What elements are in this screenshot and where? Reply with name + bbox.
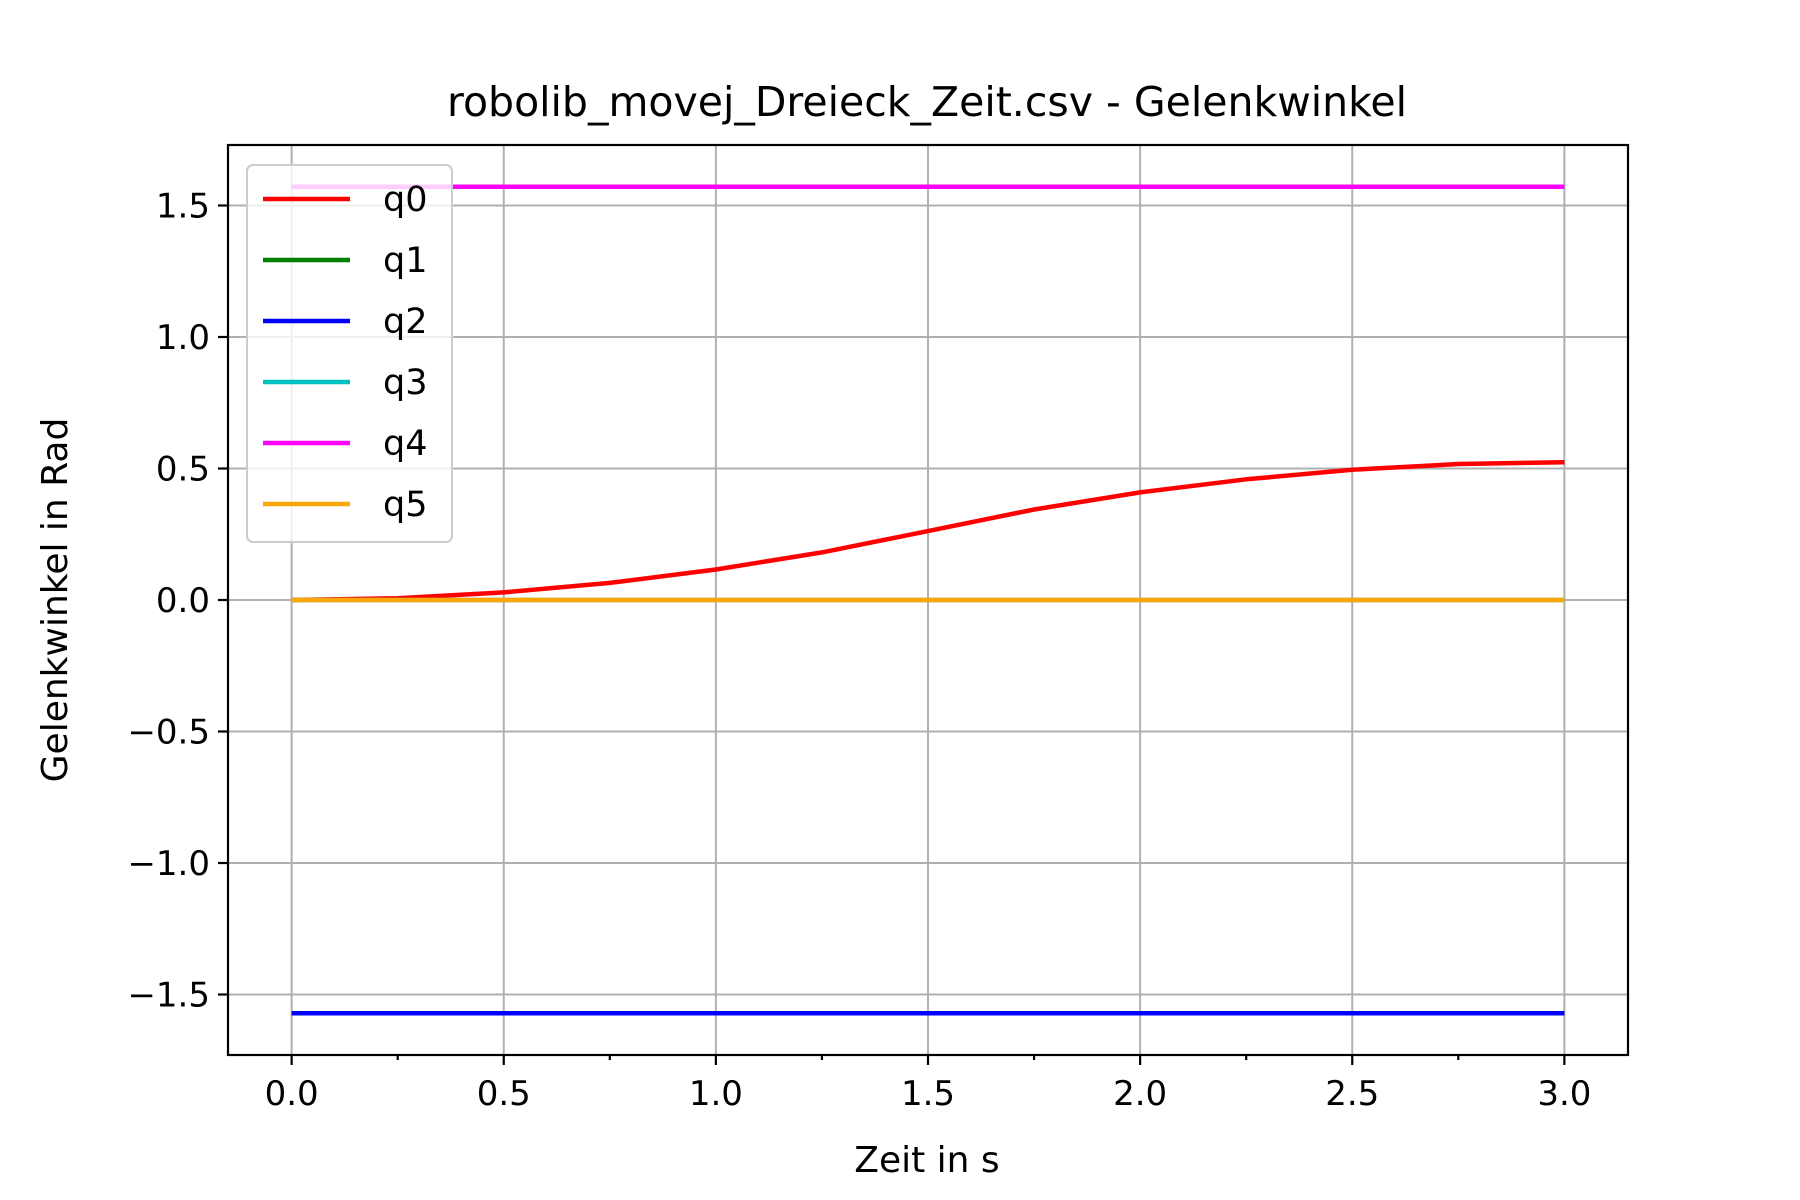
y-tick-label: 1.5 — [156, 186, 210, 226]
legend-label-q1: q1 — [383, 241, 428, 281]
legend: q0 q1 q2 q3 q4 q5 — [246, 164, 453, 543]
x-tick-label: 1.5 — [901, 1074, 955, 1114]
x-tick-label: 3.0 — [1537, 1074, 1591, 1114]
legend-label-q5: q5 — [383, 485, 428, 525]
series-layer — [291, 184, 1565, 1016]
legend-label-q3: q3 — [383, 363, 428, 403]
x-tick-label: 2.0 — [1113, 1074, 1167, 1114]
legend-label-q0: q0 — [383, 180, 428, 220]
chart-title: robolib_movej_Dreieck_Zeit.csv - Gelenkw… — [447, 78, 1407, 126]
y-tick-label: −0.5 — [127, 713, 210, 753]
x-tick-label: 0.5 — [477, 1074, 531, 1114]
x-tick-label: 2.5 — [1325, 1074, 1379, 1114]
y-tick-label: −1.5 — [127, 976, 210, 1016]
y-tick-label: 1.0 — [156, 318, 210, 358]
x-axis-label: Zeit in s — [854, 1140, 999, 1181]
y-tick-label: −1.0 — [127, 844, 210, 884]
y-axis-label: Gelenkwinkel in Rad — [35, 418, 76, 783]
y-tick-label: 0.0 — [156, 581, 210, 621]
y-tick-label: 0.5 — [156, 449, 210, 489]
axis-ticks: 0.0 0.5 1.0 1.5 2.0 2.5 3.0 1.5 1.0 0.5 0.0 −0.5 −1.… — [127, 186, 1591, 1114]
legend-label-q2: q2 — [383, 302, 428, 342]
x-tick-label: 1.0 — [689, 1074, 743, 1114]
series-line-q0 — [291, 459, 1565, 603]
x-tick-label: 0.0 — [265, 1074, 319, 1114]
legend-label-q4: q4 — [383, 424, 428, 464]
